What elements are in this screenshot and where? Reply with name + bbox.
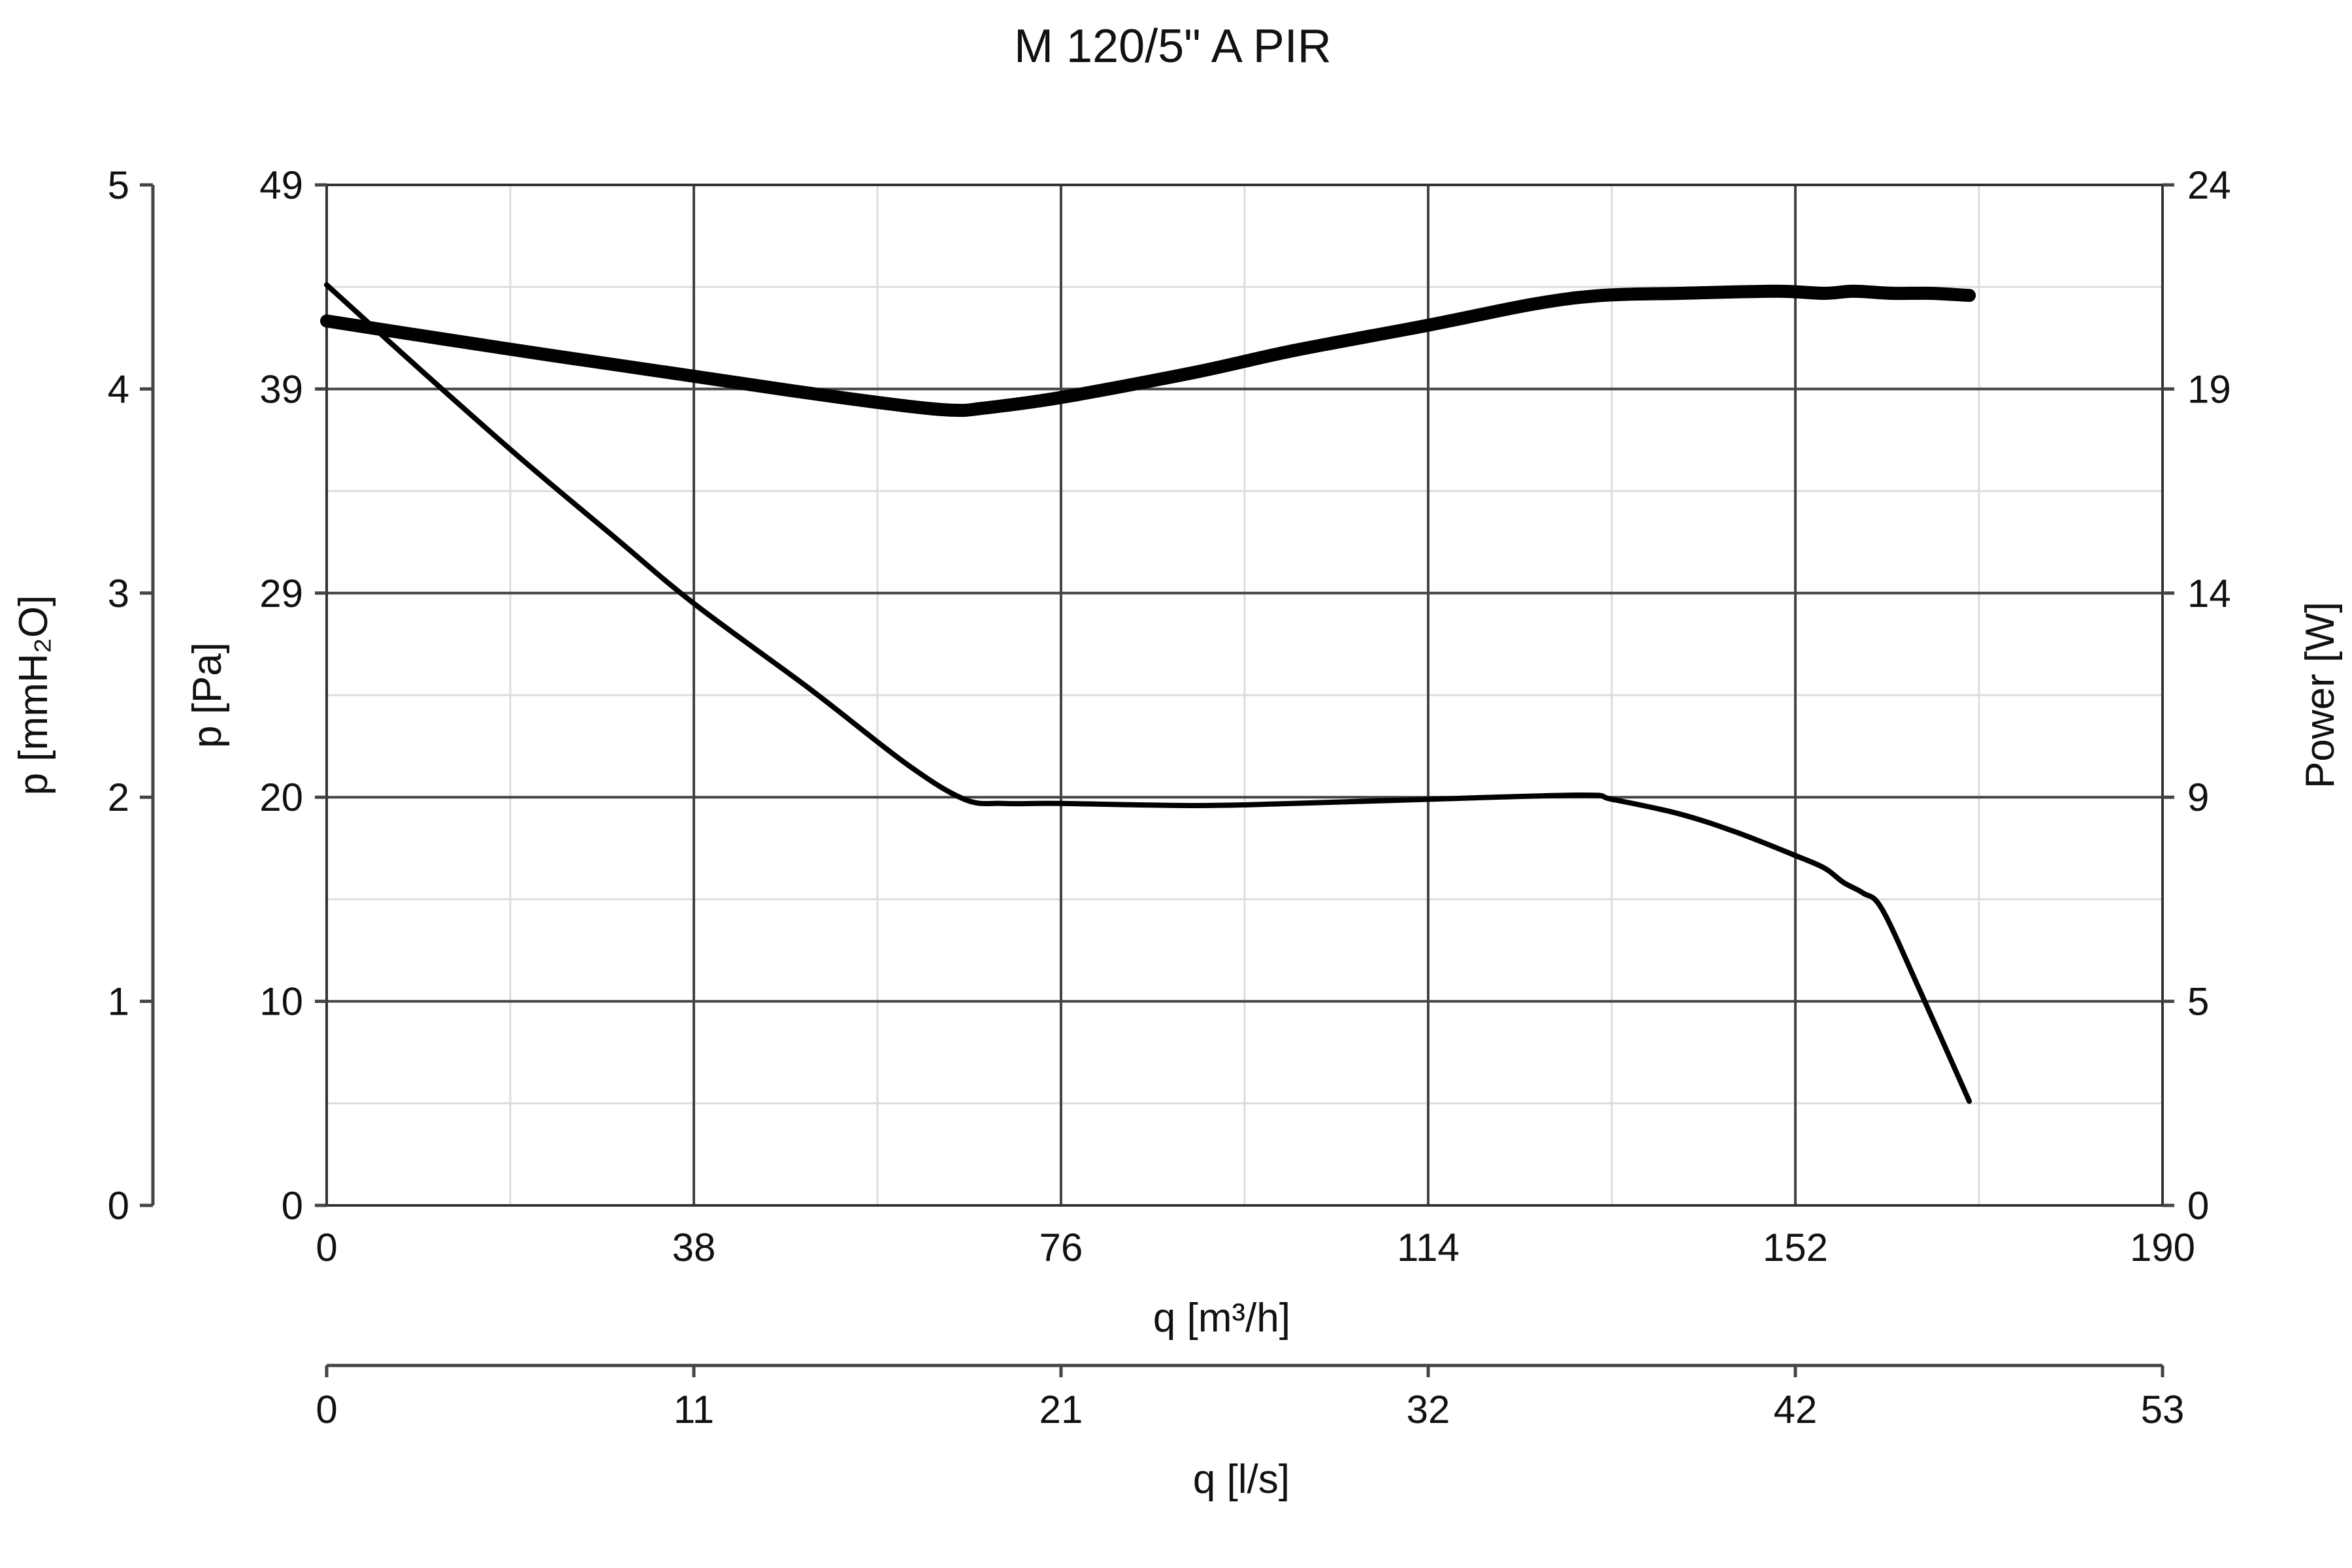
y-power-tick-label: 5: [2187, 980, 2209, 1024]
x2-tick-label: 53: [2141, 1388, 2185, 1431]
x2-axis-ticks: 0 11 21 32 42 53: [316, 1365, 2184, 1431]
x-tick-label: 114: [1397, 1226, 1460, 1269]
y-axis-mmh2o-label: p [mmH₂O]: [11, 595, 56, 796]
x2-tick-label: 0: [316, 1388, 337, 1431]
y-mmh2o-tick-label: 0: [108, 1184, 129, 1228]
y-power-tick-label: 9: [2187, 776, 2209, 819]
y-power-tick-label: 24: [2187, 163, 2231, 207]
y-pa-tick-label: 20: [259, 776, 303, 819]
y-mmh2o-tick-label: 4: [108, 367, 129, 411]
y-pa-tick-label: 49: [259, 163, 303, 207]
major-gridlines: [327, 185, 2163, 1205]
x-axis-ticks: 0 38 76 114 152 190: [316, 1226, 2195, 1269]
x2-tick-label: 21: [1039, 1388, 1083, 1431]
x2-tick-label: 11: [674, 1388, 714, 1431]
y-pa-tick-label: 10: [259, 980, 303, 1024]
y-pa-tick-label: 0: [282, 1184, 303, 1228]
y-axis-power-label: Power [W]: [2298, 602, 2343, 789]
x-tick-label: 76: [1039, 1226, 1083, 1269]
series-pressure-curve: [324, 282, 1972, 1104]
y-axis-mmh2o-ticks: 0 1 2 3 4 5: [108, 163, 153, 1228]
series-power-curve: [320, 284, 1976, 417]
y-power-tick-label: 19: [2187, 367, 2231, 411]
x-tick-label: 190: [2130, 1226, 2195, 1269]
y-power-tick-label: 0: [2187, 1184, 2209, 1228]
y-axis-power-ticks: 0 5 9 14 19 24: [2163, 163, 2231, 1228]
y-mmh2o-tick-label: 3: [108, 572, 129, 615]
y-pa-tick-label: 29: [259, 572, 303, 615]
x2-tick-label: 42: [1774, 1388, 1818, 1431]
y-mmh2o-tick-label: 5: [108, 163, 129, 207]
y-pa-tick-label: 39: [259, 367, 303, 411]
y-power-tick-label: 14: [2187, 572, 2231, 615]
x2-axis-line: [325, 1364, 2164, 1377]
y-mmh2o-tick-label: 1: [108, 980, 129, 1024]
minor-gridlines: [327, 185, 2163, 1205]
y-mmh2o-tick-label: 2: [108, 776, 129, 819]
y-axis-pa-label: p [Pa]: [185, 642, 230, 748]
x-tick-label: 0: [316, 1226, 337, 1269]
x-tick-label: 152: [1763, 1226, 1828, 1269]
x2-tick-label: 32: [1407, 1388, 1450, 1431]
y-axis-pa-ticks: 0 10 20 29 39 49: [259, 163, 327, 1228]
x-tick-label: 38: [672, 1226, 716, 1269]
x2-axis-label: q [l/s]: [1193, 1457, 1290, 1502]
x-axis-label: q [m³/h]: [1153, 1296, 1290, 1341]
plot-frame: [325, 184, 2164, 1207]
chart-title: M 120/5" A PIR: [1014, 20, 1331, 73]
